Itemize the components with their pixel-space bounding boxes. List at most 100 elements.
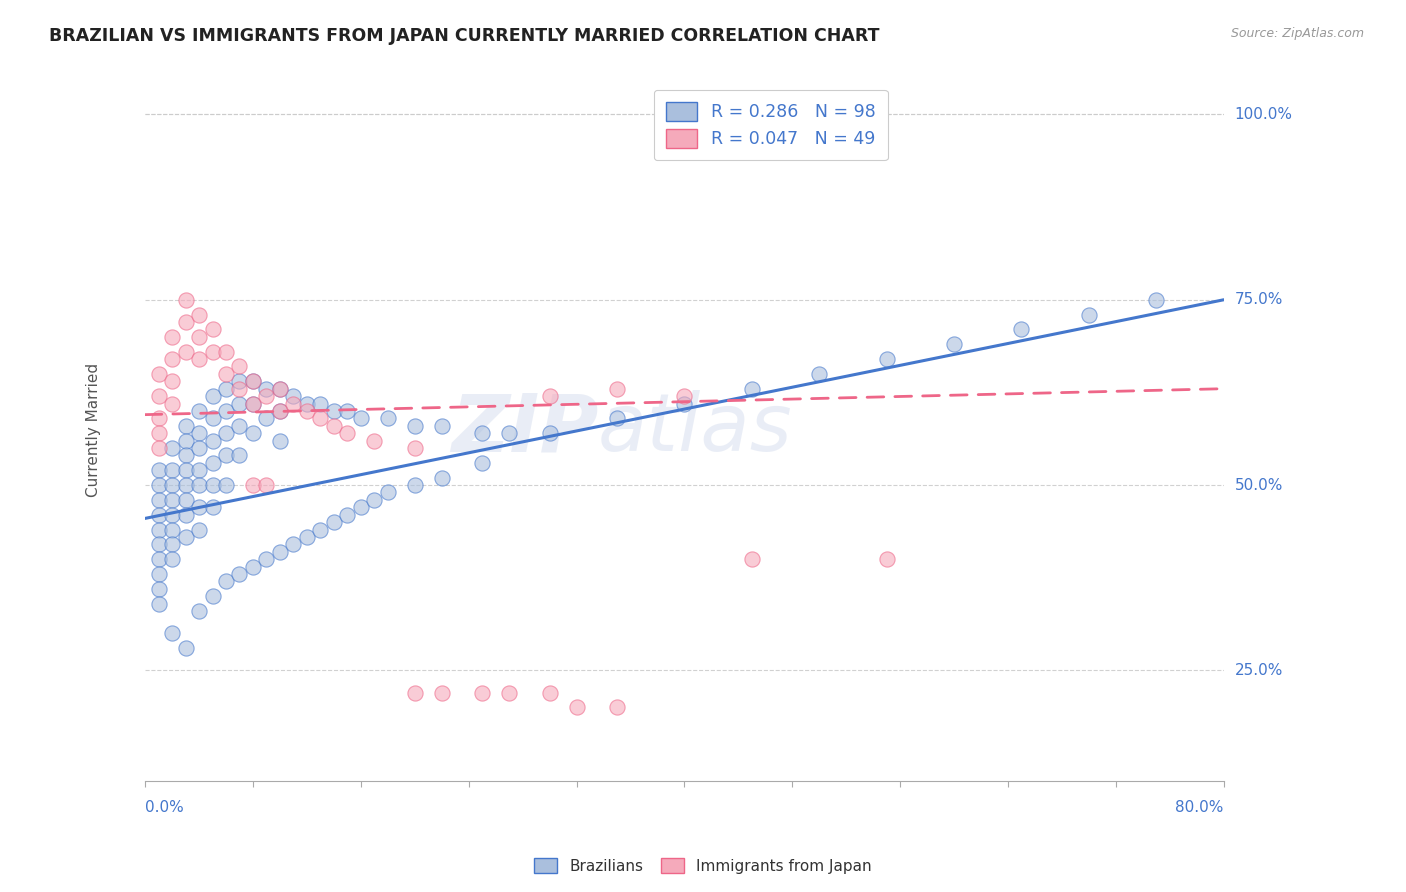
Point: [430, 470, 453, 484]
Point: [201, 456, 224, 470]
Point: [174, 344, 197, 359]
Point: [498, 426, 520, 441]
Point: [309, 411, 332, 425]
Point: [148, 566, 170, 581]
Point: [269, 404, 291, 418]
Text: Source: ZipAtlas.com: Source: ZipAtlas.com: [1230, 27, 1364, 40]
Point: [174, 641, 197, 656]
Point: [215, 344, 238, 359]
Point: [201, 478, 224, 492]
Point: [174, 492, 197, 507]
Point: [228, 374, 250, 388]
Point: [188, 308, 211, 322]
Point: [148, 523, 170, 537]
Point: [215, 367, 238, 381]
Point: [430, 418, 453, 433]
Point: [404, 441, 426, 455]
Point: [174, 530, 197, 544]
Point: [471, 456, 494, 470]
Point: [269, 382, 291, 396]
Point: [377, 485, 399, 500]
Point: [673, 396, 696, 410]
Point: [363, 492, 385, 507]
Point: [160, 508, 183, 522]
Point: [363, 434, 385, 448]
Point: [188, 404, 211, 418]
Point: [256, 552, 278, 566]
Point: [430, 685, 453, 699]
Point: [188, 426, 211, 441]
Point: [741, 552, 763, 566]
Point: [148, 367, 170, 381]
Point: [242, 396, 264, 410]
Point: [148, 426, 170, 441]
Point: [256, 478, 278, 492]
Point: [160, 478, 183, 492]
Point: [322, 404, 344, 418]
Text: BRAZILIAN VS IMMIGRANTS FROM JAPAN CURRENTLY MARRIED CORRELATION CHART: BRAZILIAN VS IMMIGRANTS FROM JAPAN CURRE…: [49, 27, 880, 45]
Point: [188, 604, 211, 618]
Point: [242, 478, 264, 492]
Point: [148, 508, 170, 522]
Point: [1077, 308, 1099, 322]
Text: atlas: atlas: [598, 391, 793, 468]
Text: 0.0%: 0.0%: [145, 800, 184, 815]
Point: [148, 478, 170, 492]
Point: [471, 426, 494, 441]
Point: [174, 434, 197, 448]
Point: [201, 322, 224, 336]
Point: [336, 426, 359, 441]
Point: [148, 597, 170, 611]
Point: [148, 552, 170, 566]
Point: [148, 389, 170, 403]
Text: Currently Married: Currently Married: [86, 362, 101, 497]
Point: [160, 552, 183, 566]
Point: [336, 508, 359, 522]
Point: [174, 449, 197, 463]
Point: [174, 463, 197, 477]
Point: [538, 426, 561, 441]
Point: [201, 411, 224, 425]
Point: [201, 344, 224, 359]
Text: 25.0%: 25.0%: [1234, 663, 1282, 678]
Point: [160, 396, 183, 410]
Text: 75.0%: 75.0%: [1234, 293, 1282, 307]
Point: [148, 463, 170, 477]
Text: 80.0%: 80.0%: [1175, 800, 1223, 815]
Point: [269, 434, 291, 448]
Point: [148, 441, 170, 455]
Point: [876, 552, 898, 566]
Point: [404, 685, 426, 699]
Point: [242, 396, 264, 410]
Point: [283, 396, 305, 410]
Point: [228, 382, 250, 396]
Point: [741, 382, 763, 396]
Point: [160, 463, 183, 477]
Point: [215, 478, 238, 492]
Point: [160, 626, 183, 640]
Legend: Brazilians, Immigrants from Japan: Brazilians, Immigrants from Japan: [527, 852, 879, 880]
Point: [269, 404, 291, 418]
Point: [160, 441, 183, 455]
Point: [148, 537, 170, 551]
Point: [174, 478, 197, 492]
Point: [188, 523, 211, 537]
Point: [201, 389, 224, 403]
Point: [256, 382, 278, 396]
Point: [228, 566, 250, 581]
Point: [1144, 293, 1167, 307]
Point: [174, 315, 197, 329]
Point: [188, 478, 211, 492]
Point: [943, 337, 966, 351]
Point: [228, 359, 250, 374]
Point: [606, 382, 628, 396]
Point: [215, 574, 238, 589]
Text: 50.0%: 50.0%: [1234, 477, 1282, 492]
Point: [160, 523, 183, 537]
Point: [242, 374, 264, 388]
Point: [538, 685, 561, 699]
Point: [256, 389, 278, 403]
Point: [160, 374, 183, 388]
Point: [188, 330, 211, 344]
Point: [148, 582, 170, 596]
